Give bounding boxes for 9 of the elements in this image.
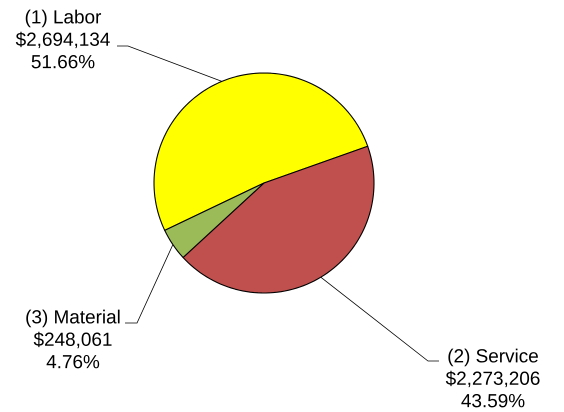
slice-label: (1) Labor bbox=[26, 10, 102, 28]
slice-label: (2) Service bbox=[448, 348, 538, 366]
text: 51.66% bbox=[32, 54, 94, 68]
slice-label: (3) Material bbox=[26, 310, 120, 328]
data-label: $248,061 bbox=[34, 332, 112, 348]
text: 4.76% bbox=[46, 354, 100, 368]
data-label: $2,694,134 bbox=[16, 32, 110, 48]
data-label: $2,273,206 bbox=[446, 370, 540, 388]
text: 43.59% bbox=[461, 394, 524, 408]
